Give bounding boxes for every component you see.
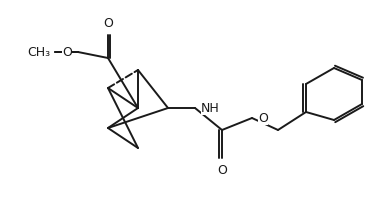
Text: O: O bbox=[217, 164, 227, 177]
Text: CH₃: CH₃ bbox=[27, 46, 50, 58]
Text: NH: NH bbox=[201, 102, 220, 114]
Text: O: O bbox=[258, 112, 268, 124]
Text: O: O bbox=[62, 46, 72, 58]
Text: O: O bbox=[103, 17, 113, 30]
